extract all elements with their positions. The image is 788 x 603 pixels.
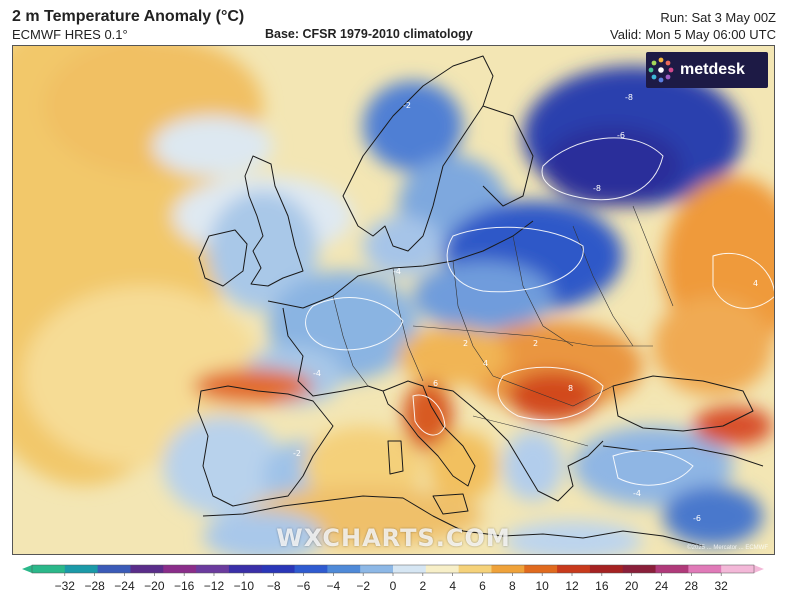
anomaly-map[interactable]: -8 -6 -2 -4 2 4 8 6 -2 -4 2 4 -4 -6 -8: [12, 45, 775, 555]
colorbar-tick-label: −20: [144, 579, 165, 593]
colorbar-segment: [622, 565, 657, 573]
italy-coast: [382, 380, 476, 487]
colorbar-tick-label: 16: [595, 579, 609, 593]
sardinia-coast: [387, 440, 404, 475]
colorbar-segment: [32, 565, 66, 573]
north-coast: [267, 220, 534, 309]
run-time-label: Run: Sat 3 May 00Z: [660, 10, 776, 25]
colorbar-segment: [228, 565, 263, 573]
colorbar-tick-label: −8: [267, 579, 281, 593]
map-canvas: -8 -6 -2 -4 2 4 8 6 -2 -4 2 4 -4 -6 -8: [13, 46, 774, 554]
colorbar-tick-label: −10: [234, 579, 255, 593]
contour-label: -4: [633, 489, 641, 498]
colorbar-segment: [491, 565, 525, 573]
iberia-coast: [197, 385, 334, 507]
colorbar-segment: [294, 565, 328, 573]
colorbar-tick-label: −2: [356, 579, 370, 593]
contour-label: 8: [568, 384, 573, 393]
colorbar-tick-label: 8: [509, 579, 516, 593]
contour-label: -6: [617, 131, 625, 140]
colorbar-segment: [64, 565, 99, 573]
colorbar-segment: [130, 565, 164, 573]
contour-label: -4: [393, 267, 401, 276]
wxcharts-watermark: WXCHARTS.COM: [276, 524, 511, 552]
metdesk-dots-icon: [648, 57, 674, 83]
black-sea-coast: [612, 375, 754, 432]
contour-label: -8: [625, 93, 633, 102]
finland-coast: [482, 105, 534, 207]
great-britain-coast: [244, 155, 304, 287]
colorbar-tick-label: −32: [55, 579, 76, 593]
scandinavia-coast: [342, 55, 494, 252]
colorbar-arrow-low: [22, 565, 32, 573]
north-africa-coast: [202, 495, 704, 547]
metdesk-logo: metdesk: [646, 52, 768, 88]
colorbar-segment: [327, 565, 361, 573]
contour-label: 6: [433, 379, 438, 388]
climatology-base-label: Base: CFSR 1979-2010 climatology: [265, 27, 473, 41]
colorbar-segment: [655, 565, 689, 573]
anomaly-field: [13, 46, 774, 554]
model-label: ECMWF HRES 0.1°: [12, 27, 128, 42]
balkan-coast: [427, 385, 604, 502]
contour-label: 2: [533, 339, 538, 348]
colorbar-segment: [524, 565, 558, 573]
colorbar-tick-label: 0: [390, 579, 397, 593]
colorbar-tick-label: 24: [655, 579, 669, 593]
colorbar-tick-label: −6: [297, 579, 311, 593]
colorbar-segment: [261, 565, 296, 573]
anomaly-contours: [305, 137, 774, 486]
colorbar-tick-label: 2: [419, 579, 426, 593]
colorbar-tick-label: −24: [114, 579, 135, 593]
colorbar-segment: [589, 565, 624, 573]
colorbar-tick-label: 4: [449, 579, 456, 593]
colorbar-tick-label: 28: [685, 579, 699, 593]
colorbar-tick-label: 20: [625, 579, 639, 593]
colorbar-tick-label: 12: [565, 579, 579, 593]
colorbar-segment: [688, 565, 722, 573]
ireland-coast: [198, 229, 248, 287]
contour-label: 4: [483, 359, 488, 368]
valid-time-label: Valid: Mon 5 May 06:00 UTC: [610, 27, 776, 42]
colorbar-segment: [393, 565, 427, 573]
colorbar-segment: [163, 565, 197, 573]
contour-label: -2: [403, 101, 411, 110]
colorbar-tick-label: −4: [326, 579, 340, 593]
contour-label-group: -8 -6 -2 -4 2 4 8 6 -2 -4 2 4 -4 -6 -8: [293, 93, 758, 523]
colorbar-tick-label: −28: [84, 579, 105, 593]
colorbar-segment: [97, 565, 131, 573]
colorbar-segment: [425, 565, 460, 573]
colorbar-tick-label: −12: [204, 579, 225, 593]
chart-header: 2 m Temperature Anomaly (°C) ECMWF HRES …: [0, 0, 788, 46]
sicily-coast: [432, 493, 469, 515]
colorbar-tick-label: 32: [715, 579, 729, 593]
colorbar-segment: [458, 565, 492, 573]
colorbar-tick-label: 6: [479, 579, 486, 593]
contour-label: -8: [593, 184, 601, 193]
chart-title: 2 m Temperature Anomaly (°C): [12, 8, 245, 25]
map-credit: ©2025 ... Mercator ... ECMWF: [687, 545, 768, 551]
contour-label: -2: [293, 449, 301, 458]
france-coast: [282, 307, 384, 397]
colorbar-segment: [557, 565, 591, 573]
contour-label: 4: [753, 279, 758, 288]
contour-label: -4: [313, 369, 321, 378]
colorbar-segment: [196, 565, 230, 573]
colorbar-svg: −32 −28 −24 −20 −16 −12 −10 −8 −6 −4 −2 0 2 4 6 8 10 12 16…: [22, 564, 764, 593]
colorbar-arrow-high: [754, 565, 764, 573]
colorbar-segment: [360, 565, 394, 573]
country-borders: [332, 205, 674, 447]
colorbar-tick-label: −16: [174, 579, 195, 593]
colorbar-segment: [721, 565, 755, 573]
contour-label: 2: [463, 339, 468, 348]
colorbar-tick-label: 10: [535, 579, 549, 593]
coastlines: [197, 55, 764, 547]
contour-label: -6: [693, 514, 701, 523]
metdesk-wordmark: metdesk: [680, 61, 745, 78]
colorbar: −32 −28 −24 −20 −16 −12 −10 −8 −6 −4 −2 0 2 4 6 8 10 12 16…: [22, 563, 764, 597]
turkey-coast: [602, 445, 764, 467]
